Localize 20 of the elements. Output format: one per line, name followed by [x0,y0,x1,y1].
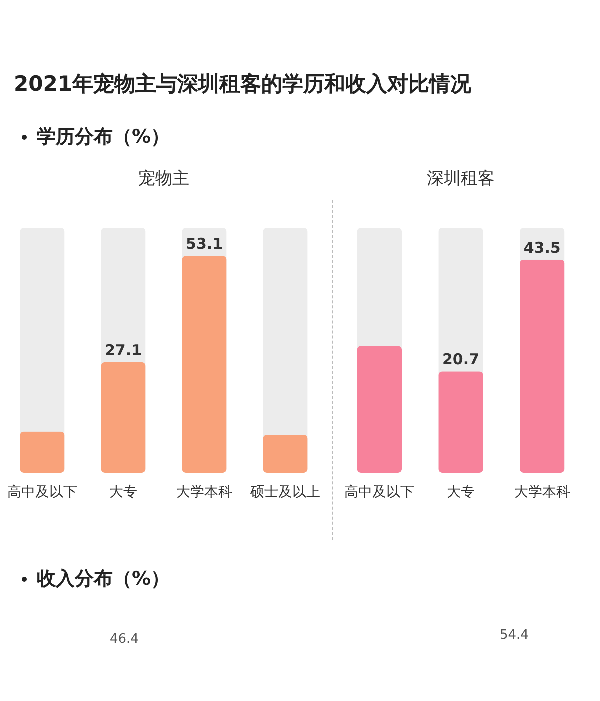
x-tick-label: 大专 [447,484,475,500]
text: 收入分布（%） [37,568,170,590]
text: 2021年宠物主与深圳租客的学历和收入对比情况 [14,72,472,96]
text: 54.4 [500,628,529,643]
x-tick-label: 大专 [109,484,138,500]
bar [20,432,65,473]
x-tick-label: 大学本科 [514,484,570,500]
text: 46.4 [110,632,139,647]
chart-title: 深圳租客 [427,169,495,189]
data-label: 27.1 [104,341,142,360]
x-tick-label: 硕士及以上 [250,484,321,500]
x-tick-label: 高中及以下 [344,484,415,500]
bar [263,435,308,473]
chart-title: 宠物主 [138,169,190,189]
data-label: 53.1 [186,235,224,254]
text: 学历分布（%） [37,126,170,148]
data-label: 43.5 [524,238,561,257]
x-tick-label: 大学本科 [176,484,233,500]
x-tick-label: 高中及以下 [7,484,78,500]
data-label: 20.7 [442,350,480,369]
